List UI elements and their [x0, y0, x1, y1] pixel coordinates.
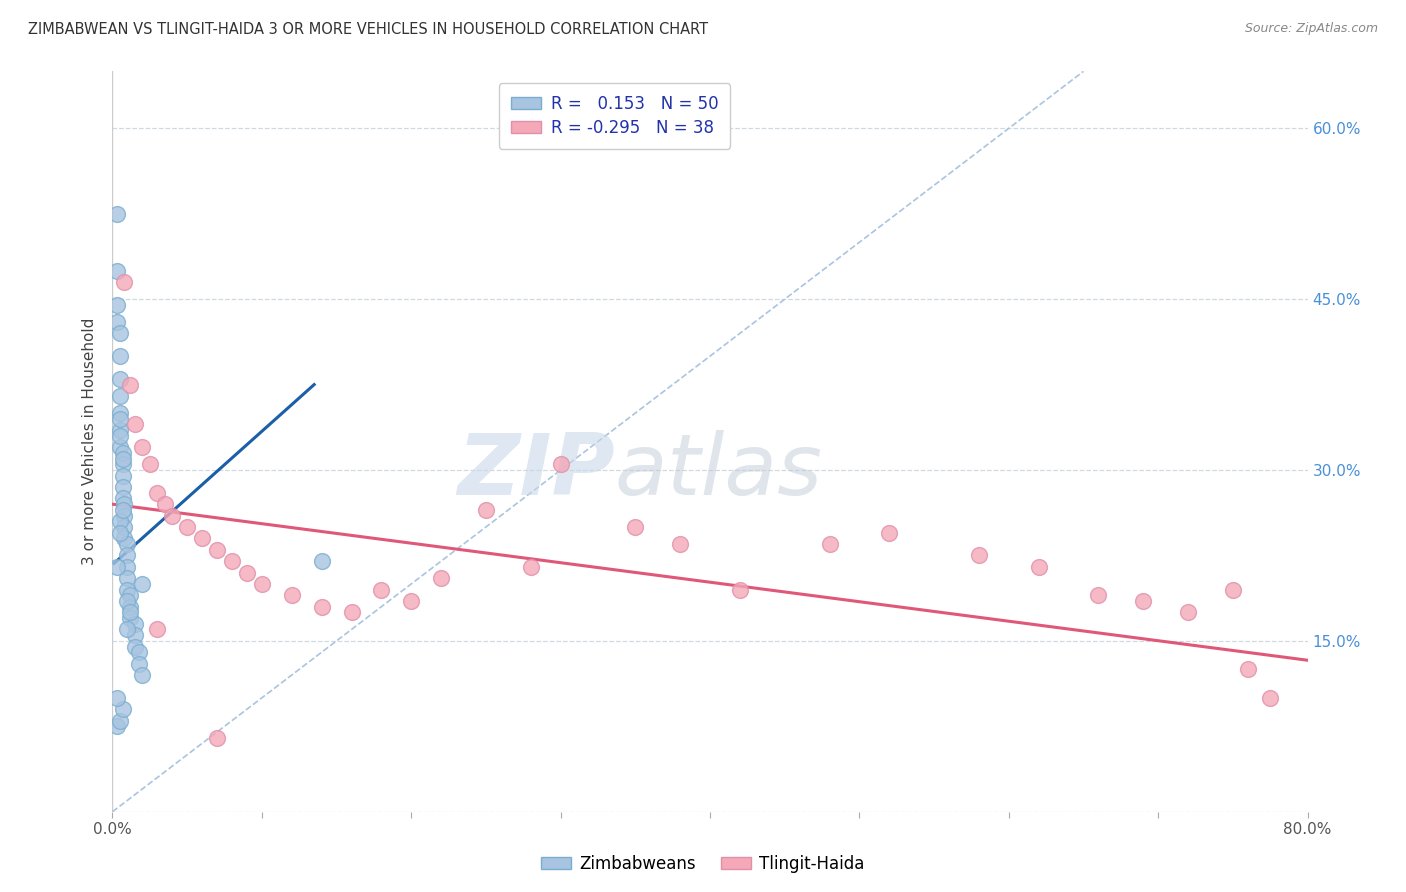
- Point: [111, 451, 134, 466]
- Point: [120, 606, 142, 620]
- Text: ZIMBABWEAN VS TLINGIT-HAIDA 3 OR MORE VEHICLES IN HOUSEHOLD CORRELATION CHART: ZIMBABWEAN VS TLINGIT-HAIDA 3 OR MORE VE…: [28, 22, 709, 37]
- Point: [108, 349, 131, 363]
- Point: [221, 554, 243, 568]
- Point: [114, 275, 135, 289]
- Point: [1258, 690, 1281, 705]
- Point: [105, 298, 128, 312]
- Point: [475, 503, 498, 517]
- Point: [108, 326, 131, 341]
- Point: [340, 606, 363, 620]
- Point: [1087, 588, 1109, 602]
- Point: [111, 458, 134, 472]
- Point: [108, 423, 131, 437]
- Text: ZIP: ZIP: [457, 430, 614, 513]
- Point: [117, 582, 139, 597]
- Point: [114, 532, 135, 546]
- Point: [311, 599, 333, 614]
- Point: [114, 497, 135, 511]
- Point: [550, 458, 572, 472]
- Point: [105, 719, 128, 733]
- Point: [117, 559, 139, 574]
- Point: [131, 668, 153, 682]
- Point: [401, 594, 423, 608]
- Point: [108, 440, 131, 454]
- Point: [131, 440, 153, 454]
- Point: [117, 537, 139, 551]
- Point: [128, 657, 150, 671]
- Point: [153, 497, 176, 511]
- Point: [131, 577, 153, 591]
- Point: [111, 702, 134, 716]
- Point: [124, 417, 146, 432]
- Point: [281, 588, 304, 602]
- Point: [311, 554, 333, 568]
- Point: [728, 582, 751, 597]
- Point: [114, 508, 135, 523]
- Legend: Zimbabweans, Tlingit-Haida: Zimbabweans, Tlingit-Haida: [534, 848, 872, 880]
- Point: [205, 542, 228, 557]
- Point: [114, 520, 135, 534]
- Point: [108, 372, 131, 386]
- Point: [117, 549, 139, 563]
- Point: [1132, 594, 1154, 608]
- Point: [669, 537, 692, 551]
- Point: [108, 406, 131, 420]
- Point: [111, 468, 134, 483]
- Point: [108, 525, 131, 540]
- Point: [117, 571, 139, 585]
- Y-axis label: 3 or more Vehicles in Household: 3 or more Vehicles in Household: [82, 318, 97, 566]
- Text: Source: ZipAtlas.com: Source: ZipAtlas.com: [1244, 22, 1378, 36]
- Point: [520, 559, 543, 574]
- Point: [111, 446, 134, 460]
- Point: [139, 458, 162, 472]
- Point: [105, 559, 128, 574]
- Point: [105, 315, 128, 329]
- Point: [108, 714, 131, 728]
- Point: [120, 611, 142, 625]
- Point: [124, 640, 146, 654]
- Point: [162, 508, 183, 523]
- Point: [117, 594, 139, 608]
- Point: [205, 731, 228, 745]
- Point: [176, 520, 198, 534]
- Point: [105, 207, 128, 221]
- Point: [111, 503, 134, 517]
- Point: [1028, 559, 1050, 574]
- Text: atlas: atlas: [614, 430, 823, 513]
- Point: [108, 429, 131, 443]
- Point: [124, 628, 146, 642]
- Point: [105, 263, 128, 277]
- Point: [117, 623, 139, 637]
- Point: [1177, 606, 1199, 620]
- Point: [120, 377, 142, 392]
- Point: [236, 566, 259, 580]
- Point: [370, 582, 392, 597]
- Point: [108, 514, 131, 528]
- Point: [191, 532, 214, 546]
- Point: [128, 645, 150, 659]
- Point: [111, 480, 134, 494]
- Point: [120, 588, 142, 602]
- Point: [146, 623, 169, 637]
- Point: [1222, 582, 1244, 597]
- Point: [624, 520, 647, 534]
- Point: [105, 690, 128, 705]
- Point: [111, 491, 134, 506]
- Point: [120, 599, 142, 614]
- Point: [250, 577, 273, 591]
- Point: [818, 537, 841, 551]
- Point: [146, 485, 169, 500]
- Point: [1237, 662, 1260, 676]
- Point: [430, 571, 453, 585]
- Legend: R =   0.153   N = 50, R = -0.295   N = 38: R = 0.153 N = 50, R = -0.295 N = 38: [499, 83, 730, 149]
- Point: [124, 616, 146, 631]
- Point: [967, 549, 990, 563]
- Point: [108, 411, 131, 425]
- Point: [879, 525, 901, 540]
- Point: [108, 389, 131, 403]
